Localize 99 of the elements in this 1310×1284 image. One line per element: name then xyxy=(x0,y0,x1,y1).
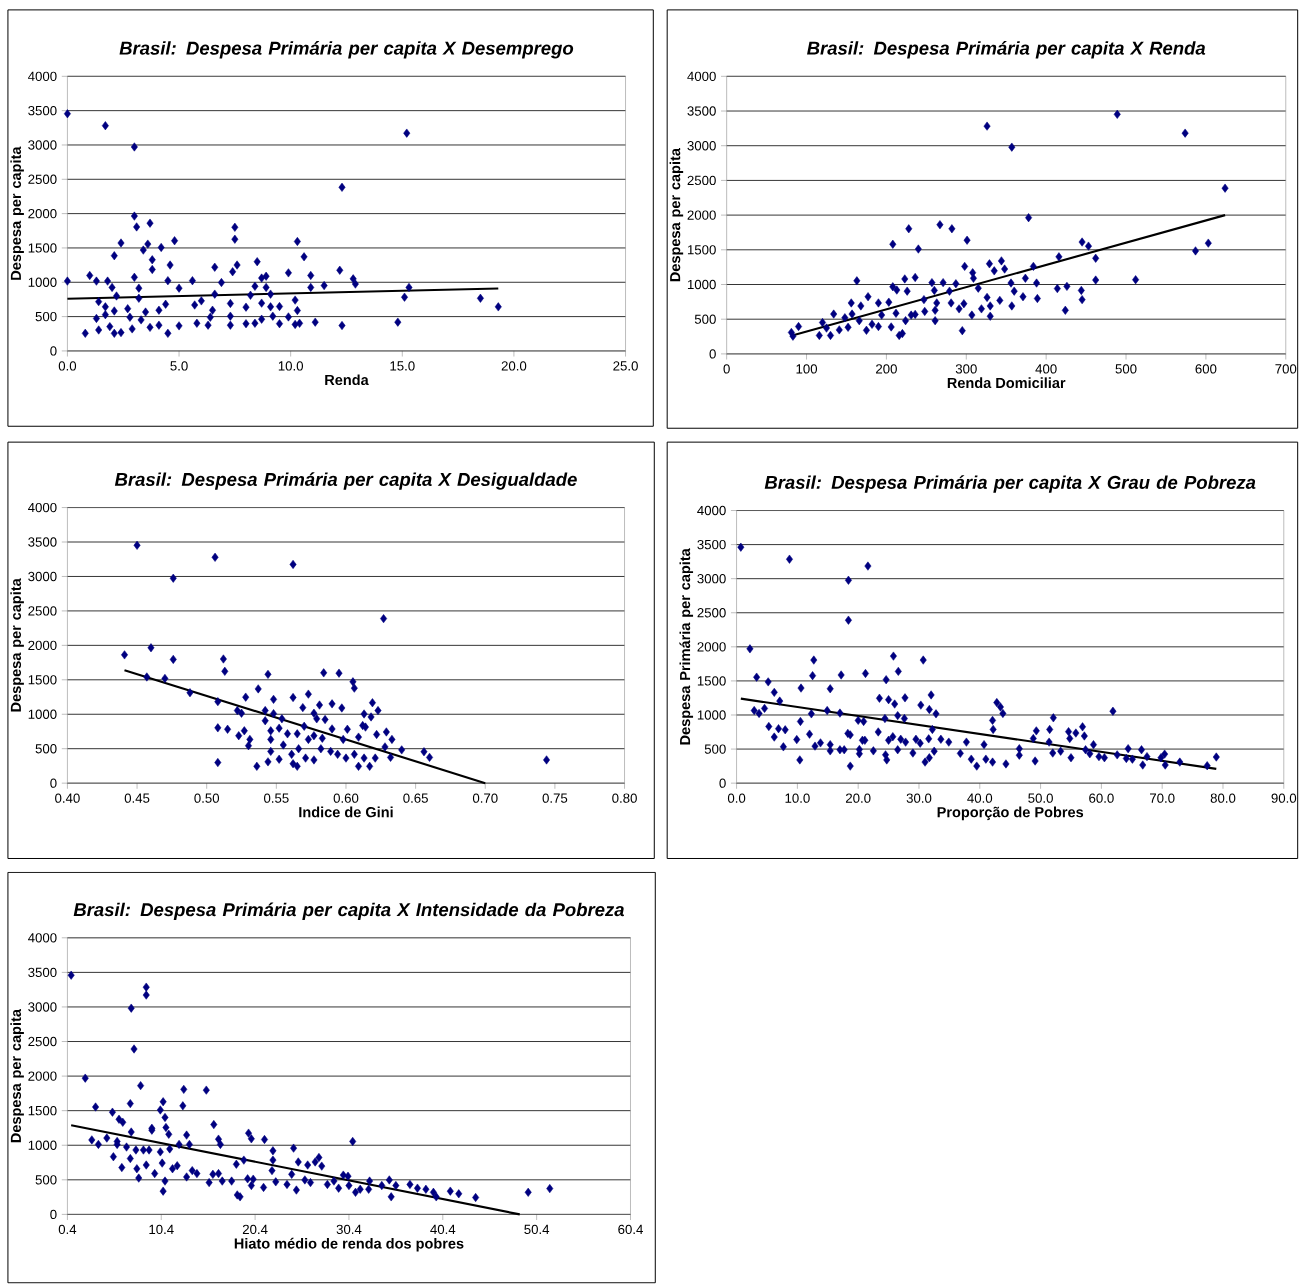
chart-title: Brasil: Despesa Primária per capita X Grau de Pobreza xyxy=(764,475,1256,493)
x-tick-label: 30.4 xyxy=(336,1224,362,1235)
y-axis-title: Despesa per capita xyxy=(10,1009,24,1143)
x-tick-label: 80.0 xyxy=(1210,793,1236,803)
y-axis-title: Despesa per capita xyxy=(10,146,24,280)
y-tick-label: 0 xyxy=(50,778,57,788)
x-tick-label: 5.0 xyxy=(170,361,188,371)
y-tick-label: 4000 xyxy=(697,505,726,516)
x-tick-label: 0.75 xyxy=(542,793,568,803)
y-axis-title: Despesa per capita xyxy=(669,148,684,282)
x-tick-label: 700 xyxy=(1275,364,1297,374)
y-axis-title: Despesa Primária per capita xyxy=(679,548,694,745)
x-tick-label: 200 xyxy=(876,364,897,374)
y-tick-label: 500 xyxy=(694,314,716,324)
y-tick-label: 1500 xyxy=(28,675,57,685)
x-tick-label: 60.0 xyxy=(1089,793,1114,803)
y-tick-label: 2000 xyxy=(697,642,726,652)
x-tick-label: 0.45 xyxy=(124,793,150,803)
x-tick-label: 10.0 xyxy=(278,361,304,371)
x-tick-label: 20.0 xyxy=(501,361,527,371)
x-tick-label: 50.0 xyxy=(1028,793,1053,803)
x-tick-label: 90.0 xyxy=(1271,793,1297,803)
chart-title: Brasil: Despesa Primária per capita X Desigualdade xyxy=(114,472,577,490)
x-tick-label: 10.4 xyxy=(149,1224,174,1235)
x-tick-label: 70.0 xyxy=(1150,793,1175,803)
y-tick-label: 3500 xyxy=(28,537,57,547)
x-tick-label: 20.4 xyxy=(242,1224,268,1235)
y-tick-label: 2000 xyxy=(28,1071,57,1081)
x-axis-title: Proporção de Pobres xyxy=(937,806,1084,821)
y-tick-label: 3000 xyxy=(28,571,57,582)
y-tick-label: 2500 xyxy=(687,175,716,186)
y-tick-label: 2500 xyxy=(28,606,57,616)
y-tick-label: 2000 xyxy=(28,209,57,219)
y-tick-label: 1500 xyxy=(687,245,716,255)
y-tick-label: 3500 xyxy=(28,967,57,978)
x-tick-label: 40.4 xyxy=(430,1224,456,1235)
x-tick-label: 300 xyxy=(955,364,977,374)
x-tick-label: 25.0 xyxy=(613,361,638,371)
y-tick-label: 1000 xyxy=(687,279,716,290)
chart-title: Brasil: Despesa Primária per capita X Intensidade da Pobreza xyxy=(73,902,624,921)
x-tick-label: 600 xyxy=(1195,364,1217,374)
x-axis-title: Indice de Gini xyxy=(299,806,393,818)
x-axis-title: Renda Domiciliar xyxy=(947,377,1066,389)
y-tick-label: 4000 xyxy=(687,71,716,82)
y-tick-label: 3000 xyxy=(28,140,57,150)
y-tick-label: 500 xyxy=(35,1175,57,1185)
y-tick-label: 3000 xyxy=(687,141,716,151)
x-tick-label: 50.4 xyxy=(524,1224,550,1235)
x-tick-label: 40.0 xyxy=(967,793,993,803)
y-tick-label: 500 xyxy=(35,744,57,754)
y-tick-label: 0 xyxy=(50,1209,57,1220)
y-tick-label: 3500 xyxy=(697,540,726,550)
y-tick-label: 2000 xyxy=(687,210,716,220)
y-tick-label: 1000 xyxy=(28,277,57,288)
y-tick-label: 1000 xyxy=(28,1140,57,1151)
y-tick-label: 4000 xyxy=(28,502,57,513)
x-tick-label: 30.0 xyxy=(906,793,932,803)
y-tick-label: 1500 xyxy=(697,676,726,686)
x-tick-label: 0.60 xyxy=(333,793,359,803)
x-tick-label: 0.70 xyxy=(472,793,498,803)
x-tick-label: 0.65 xyxy=(403,793,428,803)
x-tick-label: 100 xyxy=(796,364,818,374)
x-tick-label: 0.4 xyxy=(58,1224,77,1235)
x-tick-label: 0.40 xyxy=(55,793,80,803)
x-tick-label: 400 xyxy=(1035,364,1057,374)
x-axis-title: Renda xyxy=(325,374,369,386)
x-axis-title: Hiato médio de renda dos pobres xyxy=(234,1237,464,1252)
y-tick-label: 3000 xyxy=(28,1002,57,1012)
y-tick-label: 2500 xyxy=(28,174,57,185)
y-tick-label: 2500 xyxy=(697,608,726,618)
y-tick-label: 1500 xyxy=(28,243,57,253)
x-tick-label: 0.80 xyxy=(612,793,637,803)
x-tick-label: 15.0 xyxy=(390,361,415,371)
x-tick-label: 10.0 xyxy=(785,793,810,803)
y-tick-label: 0 xyxy=(719,778,726,788)
y-axis-title: Despesa per capita xyxy=(10,578,24,712)
chart-title: Brasil: Despesa Primária per capita X Renda xyxy=(807,41,1206,59)
x-tick-label: 500 xyxy=(1115,364,1137,374)
x-tick-label: 0.0 xyxy=(58,361,77,371)
chart-title: Brasil: Despesa Primária per capita X Desemprego xyxy=(119,41,574,59)
y-tick-label: 1500 xyxy=(28,1106,57,1116)
y-tick-label: 500 xyxy=(704,744,726,754)
y-tick-label: 500 xyxy=(35,312,57,322)
y-tick-label: 3000 xyxy=(697,574,726,584)
y-tick-label: 1000 xyxy=(28,709,57,720)
y-tick-label: 4000 xyxy=(28,933,57,943)
y-tick-label: 3500 xyxy=(687,106,716,116)
x-tick-label: 60.4 xyxy=(618,1224,643,1235)
y-tick-label: 4000 xyxy=(28,71,57,82)
x-tick-label: 0.55 xyxy=(263,793,289,803)
y-tick-label: 2500 xyxy=(28,1036,57,1047)
y-tick-label: 1000 xyxy=(697,710,726,720)
y-tick-label: 0 xyxy=(709,349,716,359)
x-tick-label: 20.0 xyxy=(845,793,871,803)
y-tick-label: 0 xyxy=(50,346,57,356)
y-tick-label: 2000 xyxy=(28,640,57,651)
x-tick-label: 0.0 xyxy=(727,793,746,803)
x-tick-label: 0.50 xyxy=(194,793,220,803)
y-tick-label: 3500 xyxy=(28,106,57,116)
